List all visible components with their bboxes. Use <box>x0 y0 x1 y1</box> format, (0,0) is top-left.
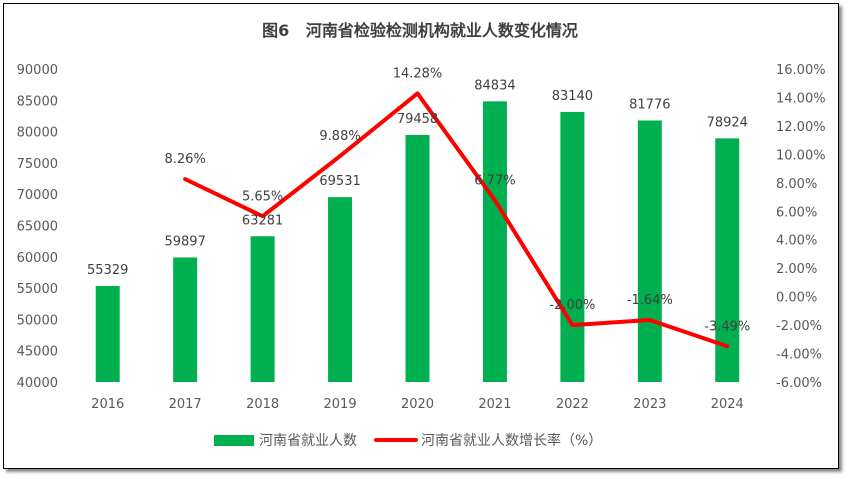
y-left-tick-label: 65000 <box>17 220 58 235</box>
line-data-label: 5.65% <box>242 189 283 204</box>
x-tick-label: 2016 <box>91 397 124 412</box>
bar-data-label: 78924 <box>707 115 748 130</box>
line-data-label: 14.28% <box>393 66 443 81</box>
y-right-tick-label: 6.00% <box>776 205 817 220</box>
chart-title: 图6 河南省检验检测机构就业人数变化情况 <box>262 21 578 40</box>
x-tick-label: 2022 <box>556 397 589 412</box>
y-right-tick-label: -2.00% <box>776 319 822 334</box>
y-right-tick-label: 4.00% <box>776 234 817 249</box>
line-data-label: -2.00% <box>549 298 595 313</box>
x-tick-label: 2023 <box>633 397 666 412</box>
line-data-label: -1.64% <box>627 293 673 308</box>
y-right-tick-label: 0.00% <box>776 291 817 306</box>
y-right-tick-label: -6.00% <box>776 376 822 391</box>
bar <box>637 120 662 382</box>
line-data-label: 9.88% <box>319 129 360 144</box>
y-right-tick-label: 14.00% <box>776 91 826 106</box>
y-left-tick-label: 70000 <box>17 188 58 203</box>
bar <box>173 257 198 382</box>
y-right-tick-label: 12.00% <box>776 120 826 135</box>
line-data-label: -3.49% <box>704 319 750 334</box>
y-left-tick-label: 90000 <box>17 63 58 78</box>
x-tick-label: 2019 <box>324 397 357 412</box>
bar-data-label: 69531 <box>319 174 360 189</box>
bar <box>560 111 585 382</box>
y-right-tick-label: 10.00% <box>776 148 826 163</box>
bar-data-label: 63281 <box>242 213 283 228</box>
x-tick-label: 2020 <box>401 397 434 412</box>
bar <box>95 286 120 382</box>
y-left-tick-label: 80000 <box>17 126 58 141</box>
bar <box>715 138 740 382</box>
bar-data-label: 84834 <box>474 78 515 93</box>
bar-data-label: 59897 <box>164 234 205 249</box>
line-data-label: 8.26% <box>165 152 206 167</box>
bar-data-label: 83140 <box>552 89 593 104</box>
bar <box>328 197 353 382</box>
legend: 河南省就业人数 河南省就业人数增长率（%） <box>214 432 602 449</box>
y-left-tick-label: 60000 <box>17 251 58 266</box>
y-right-tick-label: 2.00% <box>776 262 817 277</box>
legend-swatch-bars <box>214 435 254 446</box>
bar <box>482 101 507 382</box>
y-right-tick-label: 8.00% <box>776 177 817 192</box>
x-tick-label: 2024 <box>711 397 744 412</box>
y-left-tick-label: 55000 <box>17 282 58 297</box>
legend-label-bars: 河南省就业人数 <box>259 433 357 449</box>
bar-data-label: 79458 <box>397 112 438 127</box>
legend-label-line: 河南省就业人数增长率（%） <box>421 432 602 449</box>
y-left-tick-label: 75000 <box>17 157 58 172</box>
bar <box>405 134 430 382</box>
y-right-tick-label: 16.00% <box>776 63 826 78</box>
y-left-tick-label: 85000 <box>17 94 58 109</box>
x-tick-label: 2018 <box>246 397 279 412</box>
y-right-tick-label: -4.00% <box>776 348 822 363</box>
y-left-tick-label: 45000 <box>17 345 58 360</box>
bar-data-label: 55329 <box>87 263 128 278</box>
bar-data-label: 81776 <box>629 97 670 112</box>
growth-rate-line <box>183 91 730 349</box>
y-left-tick-label: 50000 <box>17 313 58 328</box>
x-tick-label: 2021 <box>478 397 511 412</box>
x-tick-label: 2017 <box>169 397 202 412</box>
bar <box>250 236 275 382</box>
y-left-tick-label: 40000 <box>17 376 58 391</box>
line-data-label: 6.77% <box>474 173 515 188</box>
